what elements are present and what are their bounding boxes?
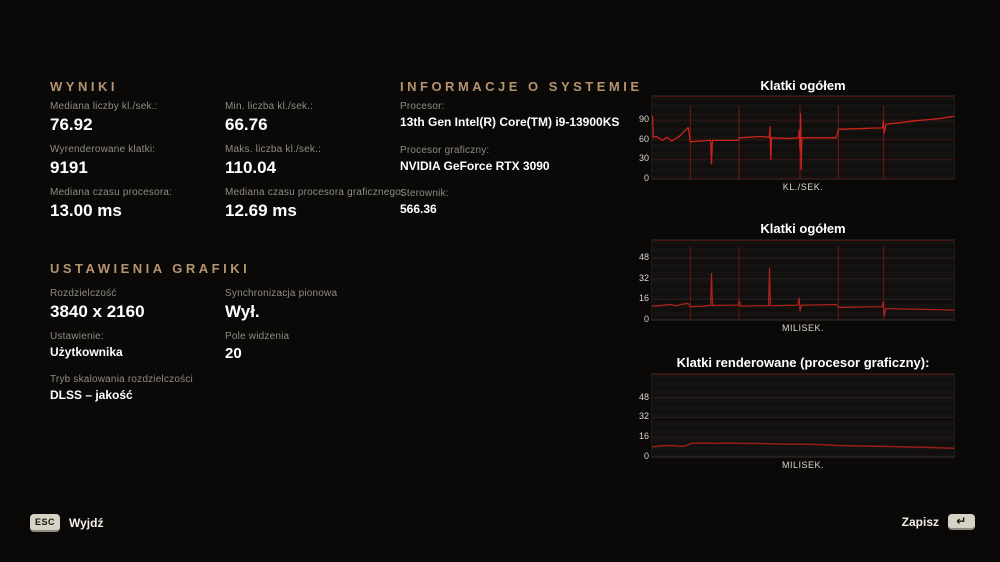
chart-plot: [651, 239, 955, 321]
save-label: Zapisz: [901, 515, 939, 529]
setting-vsync: Synchronizacja pionowa Wył.: [225, 288, 337, 321]
stat-value: 9191: [50, 158, 88, 177]
chart-yticks: 0 16 32 48: [630, 240, 649, 324]
sysinfo-driver: Sterownik: 566.36: [400, 188, 449, 216]
exit-button[interactable]: ESC Wyjdź: [30, 514, 103, 532]
setting-label: Pole widzenia: [225, 331, 290, 342]
y-axis-tick: 16: [638, 293, 649, 304]
y-axis-tick: 60: [638, 133, 649, 144]
setting-value: 20: [225, 345, 242, 362]
chart-fps-total: Klatki ogółem 0 30 60 90 KL./SEK.: [630, 78, 955, 198]
save-button[interactable]: Zapisz ↵: [902, 514, 975, 530]
y-axis-tick: 30: [638, 153, 649, 164]
sysinfo-label: Sterownik:: [400, 188, 449, 199]
chart-plot: [651, 95, 955, 180]
chart-xlabel: MILISEK.: [781, 460, 824, 470]
stat-median-fps: Mediana liczby kl./sek.: 76.92: [50, 101, 158, 134]
chart-title: Klatki ogółem: [760, 221, 846, 236]
chart-plot: [651, 373, 955, 458]
sysinfo-value: 13th Gen Intel(R) Core(TM) i9-13900KS: [400, 115, 620, 129]
stat-label: Mediana liczby kl./sek.:: [50, 101, 158, 112]
sysinfo-gpu: Procesor graficzny: NVIDIA GeForce RTX 3…: [400, 145, 550, 173]
y-axis-tick: 32: [638, 272, 649, 283]
setting-label: Rozdzielczość: [50, 288, 117, 299]
exit-label: Wyjdź: [69, 516, 104, 530]
stat-value: 110.04: [225, 158, 277, 177]
setting-value: 3840 x 2160: [50, 302, 145, 321]
stat-label: Mediana czasu procesora:: [50, 187, 173, 198]
stat-value: 66.76: [225, 115, 268, 134]
graphics-settings-section-title: USTAWIENIA GRAFIKI: [50, 261, 251, 276]
chart-gpu-frametime: Klatki renderowane (procesor graficzny):…: [630, 355, 955, 475]
sysinfo-value: NVIDIA GeForce RTX 3090: [400, 159, 550, 173]
stat-label: Mediana czasu procesora graficznego:: [225, 187, 404, 198]
stat-value: 76.92: [50, 115, 93, 134]
y-axis-tick: 48: [638, 391, 649, 402]
chart-xlabel: KL./SEK.: [782, 182, 824, 192]
setting-label: Tryb skalowania rozdzielczości: [50, 374, 193, 385]
stat-label: Wyrenderowane klatki:: [50, 144, 156, 155]
y-axis-tick: 16: [638, 431, 649, 442]
setting-value: DLSS – jakość: [50, 388, 133, 402]
chart-frametime-total: Klatki ogółem 0 16 32 48 MILISEK.: [630, 221, 955, 341]
setting-upscaling: Tryb skalowania rozdzielczości DLSS – ja…: [50, 374, 193, 402]
stat-median-cpu-time: Mediana czasu procesora: 13.00 ms: [50, 187, 172, 220]
enter-key-icon: ↵: [948, 514, 975, 530]
stat-label: Min. liczba kl./sek.:: [225, 101, 314, 112]
y-axis-tick: 90: [638, 114, 649, 125]
y-axis-tick: 32: [638, 411, 649, 422]
chart-yticks: 0 16 32 48: [630, 374, 649, 461]
stat-min-fps: Min. liczba kl./sek.: 66.76: [225, 101, 313, 134]
y-axis-tick: 0: [643, 451, 649, 461]
y-axis-tick: 48: [638, 252, 649, 263]
sysinfo-label: Procesor graficzny:: [400, 145, 490, 156]
chart-title: Klatki renderowane (procesor graficzny):: [676, 355, 930, 370]
esc-key-icon: ESC: [30, 514, 61, 532]
sysinfo-value: 566.36: [400, 202, 437, 216]
setting-label: Ustawienie:: [50, 331, 104, 342]
sysinfo-cpu: Procesor: 13th Gen Intel(R) Core(TM) i9-…: [400, 101, 619, 129]
results-section-title: WYNIKI: [50, 79, 118, 94]
y-axis-tick: 0: [643, 314, 649, 324]
setting-resolution: Rozdzielczość 3840 x 2160: [50, 288, 145, 321]
setting-value: Wył.: [225, 302, 260, 321]
chart-title: Klatki ogółem: [760, 78, 846, 93]
system-info-section-title: INFORMACJE O SYSTEMIE: [400, 79, 643, 94]
setting-fov: Pole widzenia 20: [225, 331, 289, 362]
setting-label: Synchronizacja pionowa: [225, 288, 338, 299]
stat-rendered-frames: Wyrenderowane klatki: 9191: [50, 144, 155, 177]
stat-median-gpu-time: Mediana czasu procesora graficznego: 12.…: [225, 187, 404, 220]
setting-preset: Ustawienie: Użytkownika: [50, 331, 123, 359]
stat-value: 13.00 ms: [50, 201, 122, 220]
y-axis-tick: 0: [643, 173, 649, 183]
sysinfo-label: Procesor:: [400, 101, 445, 112]
stat-max-fps: Maks. liczba kl./sek.: 110.04: [225, 144, 321, 177]
stat-value: 12.69 ms: [225, 201, 297, 220]
chart-xlabel: MILISEK.: [781, 323, 824, 333]
setting-value: Użytkownika: [50, 345, 123, 359]
stat-label: Maks. liczba kl./sek.:: [225, 144, 322, 155]
chart-yticks: 0 30 60 90: [630, 96, 649, 183]
